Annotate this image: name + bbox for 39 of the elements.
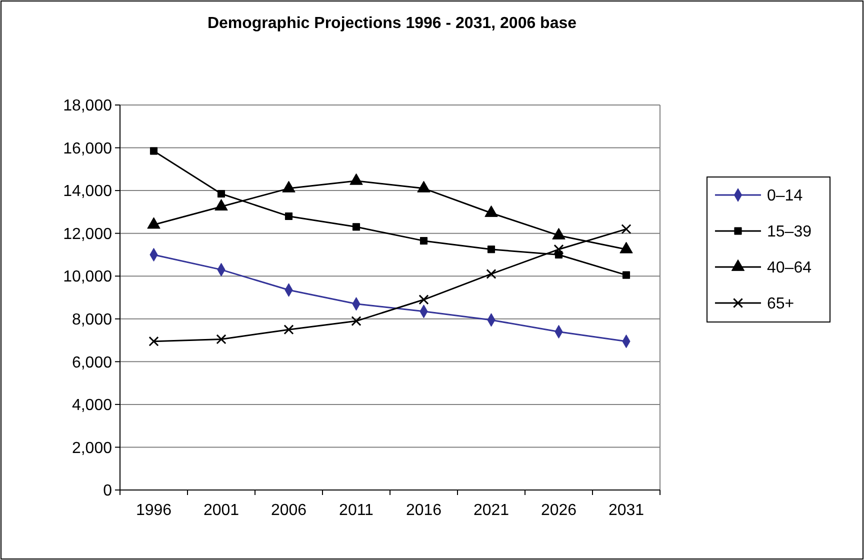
y-tick-label: 0 bbox=[103, 482, 112, 500]
legend-label: 65+ bbox=[767, 296, 794, 313]
legend-label: 15–39 bbox=[767, 224, 812, 241]
point bbox=[352, 223, 360, 231]
point bbox=[351, 316, 362, 326]
point bbox=[217, 190, 226, 198]
y-tick-label: 18,000 bbox=[63, 98, 112, 115]
x-tick-label: 2026 bbox=[540, 502, 577, 519]
y-tick-label: 10,000 bbox=[63, 268, 112, 286]
point bbox=[487, 246, 496, 254]
x-tick-label: 2016 bbox=[406, 502, 442, 519]
y-tick-label: 6,000 bbox=[72, 354, 112, 372]
y-tick-label: 16,000 bbox=[63, 140, 112, 158]
legend-label: 0–14 bbox=[767, 188, 803, 205]
x-tick-label: 2001 bbox=[203, 502, 240, 519]
x-tick-label: 2031 bbox=[608, 502, 644, 519]
point bbox=[284, 212, 293, 220]
point bbox=[150, 147, 158, 155]
point bbox=[284, 324, 294, 335]
y-tick-label: 4,000 bbox=[72, 397, 112, 414]
x-tick-label: 2006 bbox=[270, 502, 307, 519]
y-tick-label: 12,000 bbox=[63, 226, 112, 243]
legend-label: 40–64 bbox=[767, 260, 812, 277]
chart-title: Demographic Projections 1996 - 2031, 2006 base bbox=[207, 15, 577, 32]
y-tick-label: 2,000 bbox=[72, 440, 112, 457]
x-tick-label: 1996 bbox=[136, 502, 172, 519]
point bbox=[486, 268, 496, 280]
point bbox=[420, 237, 428, 245]
point bbox=[554, 244, 564, 254]
x-tick-label: 2021 bbox=[473, 502, 510, 519]
point bbox=[621, 224, 632, 234]
point bbox=[214, 199, 228, 211]
point bbox=[418, 294, 429, 305]
point bbox=[622, 271, 630, 279]
y-tick-label: 8,000 bbox=[72, 311, 112, 328]
point bbox=[148, 336, 159, 346]
x-tick-label: 2011 bbox=[339, 502, 374, 519]
point bbox=[216, 334, 226, 344]
y-tick-label: 14,000 bbox=[63, 183, 112, 200]
